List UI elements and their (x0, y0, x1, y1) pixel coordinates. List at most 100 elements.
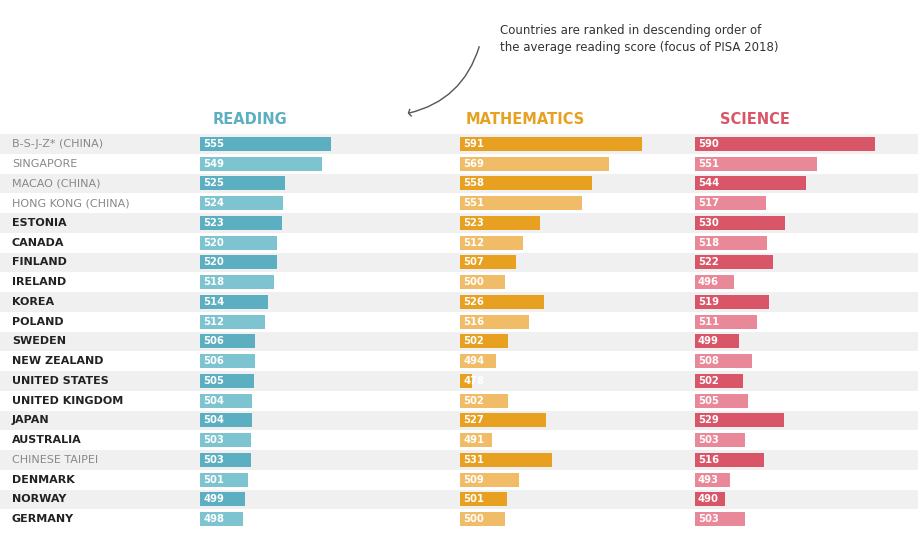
Text: 518: 518 (698, 238, 719, 248)
Text: 518: 518 (203, 277, 224, 287)
Bar (0, 134, 918, 154)
Text: KOREA: KOREA (12, 297, 54, 307)
Bar (695, 493, 725, 506)
Bar (0, 351, 918, 371)
Text: 530: 530 (698, 218, 719, 228)
Bar (0, 312, 918, 331)
Text: 499: 499 (203, 494, 224, 504)
Bar (200, 493, 244, 506)
Text: 505: 505 (203, 376, 224, 386)
Bar (200, 295, 268, 309)
Text: 504: 504 (203, 396, 224, 406)
Bar (460, 137, 642, 151)
Bar (695, 413, 783, 428)
Text: 523: 523 (463, 218, 484, 228)
Text: NORWAY: NORWAY (12, 494, 66, 504)
Bar (200, 354, 255, 368)
Text: 511: 511 (698, 317, 719, 327)
Bar (0, 173, 918, 193)
Bar (200, 275, 274, 289)
Text: MATHEMATICS: MATHEMATICS (465, 111, 585, 126)
Bar (695, 315, 756, 329)
Text: 526: 526 (463, 297, 484, 307)
Bar (0, 233, 918, 253)
Bar (200, 196, 283, 210)
Bar (695, 295, 768, 309)
Bar (460, 413, 545, 428)
Text: 493: 493 (698, 475, 719, 485)
Bar (695, 473, 730, 487)
Text: 500: 500 (463, 514, 484, 524)
Text: 549: 549 (203, 158, 224, 168)
Bar (200, 157, 321, 171)
Bar (695, 176, 806, 191)
Text: 503: 503 (698, 514, 719, 524)
Bar (695, 374, 743, 388)
Bar (695, 137, 875, 151)
Text: 544: 544 (698, 178, 719, 188)
Bar (695, 235, 767, 250)
Bar (200, 334, 255, 348)
Text: IRELAND: IRELAND (12, 277, 66, 287)
Text: 512: 512 (463, 238, 484, 248)
Bar (0, 411, 918, 430)
Bar (200, 315, 264, 329)
Bar (695, 354, 752, 368)
Text: 506: 506 (203, 356, 224, 366)
Text: 503: 503 (203, 435, 224, 445)
Bar (695, 255, 773, 269)
Bar (460, 275, 505, 289)
Text: 499: 499 (698, 336, 719, 346)
Bar (200, 137, 330, 151)
Bar (460, 157, 609, 171)
Text: SINGAPORE: SINGAPORE (12, 158, 77, 168)
Text: Countries are ranked in descending order of
the average reading score (focus of : Countries are ranked in descending order… (500, 24, 778, 54)
Bar (460, 453, 552, 467)
Text: 516: 516 (463, 317, 484, 327)
Text: JAPAN: JAPAN (12, 416, 50, 425)
Text: HONG KONG (CHINA): HONG KONG (CHINA) (12, 198, 129, 208)
Text: SCIENCE: SCIENCE (720, 111, 789, 126)
Bar (460, 176, 592, 191)
Text: 508: 508 (698, 356, 719, 366)
Text: MACAO (CHINA): MACAO (CHINA) (12, 178, 100, 188)
Text: 509: 509 (463, 475, 484, 485)
Bar (0, 371, 918, 391)
Text: 490: 490 (698, 494, 719, 504)
Bar (200, 393, 252, 408)
Text: 591: 591 (463, 139, 484, 149)
Text: 496: 496 (698, 277, 719, 287)
Text: 502: 502 (463, 336, 484, 346)
Text: 551: 551 (698, 158, 719, 168)
Bar (460, 295, 544, 309)
Text: 500: 500 (463, 277, 484, 287)
Bar (200, 176, 285, 191)
Bar (695, 216, 785, 230)
Text: 503: 503 (203, 455, 224, 465)
Text: 491: 491 (463, 435, 484, 445)
Text: 494: 494 (463, 356, 484, 366)
Bar (200, 433, 251, 447)
Text: SWEDEN: SWEDEN (12, 336, 66, 346)
Text: GERMANY: GERMANY (12, 514, 74, 524)
Text: 504: 504 (203, 416, 224, 425)
Bar (460, 216, 540, 230)
Text: 525: 525 (203, 178, 224, 188)
Bar (460, 374, 472, 388)
Bar (0, 213, 918, 233)
Text: NEW ZEALAND: NEW ZEALAND (12, 356, 104, 366)
Text: 502: 502 (698, 376, 719, 386)
Text: DENMARK: DENMARK (12, 475, 74, 485)
Text: B-S-J-Z* (CHINA): B-S-J-Z* (CHINA) (12, 139, 103, 149)
Text: 501: 501 (463, 494, 484, 504)
Bar (460, 334, 508, 348)
Bar (695, 157, 816, 171)
Text: 502: 502 (463, 396, 484, 406)
Text: CHINESE TAIPEI: CHINESE TAIPEI (12, 455, 98, 465)
Bar (0, 292, 918, 312)
Text: CANADA: CANADA (12, 238, 64, 248)
Bar (460, 433, 491, 447)
Bar (0, 272, 918, 292)
Text: 519: 519 (698, 297, 719, 307)
Text: 551: 551 (463, 198, 484, 208)
